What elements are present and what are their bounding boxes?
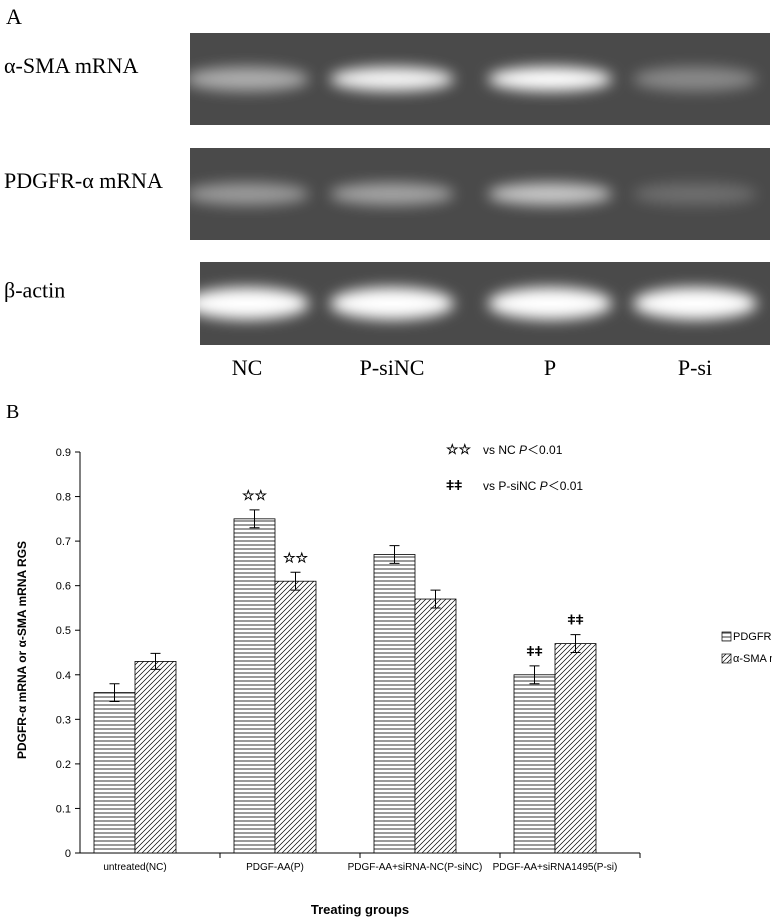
significance-mark: ǂǂ — [526, 643, 542, 659]
y-tick-label: 0.5 — [56, 625, 71, 637]
bar — [134, 661, 177, 854]
lane-label: P-siNC — [360, 355, 425, 380]
legend-swatch — [721, 631, 732, 642]
note-label: vs NC — [483, 443, 519, 457]
x-tick-label: untreated(NC) — [103, 862, 167, 873]
significance-mark: ǂǂ — [567, 612, 583, 628]
significance-mark: ☆☆ — [242, 487, 268, 503]
y-tick-label: 0.6 — [56, 581, 71, 593]
y-tick-label: 0.7 — [56, 536, 71, 548]
y-tick-label: 0.1 — [56, 803, 71, 815]
gel-band — [330, 67, 454, 91]
panel-label: A — [6, 4, 22, 29]
gel-band — [185, 67, 309, 91]
note-symbol: ǂǂ — [446, 477, 462, 493]
gel-band — [633, 67, 757, 91]
gel-band — [633, 287, 757, 320]
y-tick-label: 0.9 — [56, 447, 71, 459]
note-p: P — [519, 443, 527, 457]
y-axis-title: PDGFR-α mRNA or α-SMA mRNA RGS — [15, 541, 29, 759]
y-tick-label: 0.2 — [56, 759, 71, 771]
gel-band — [488, 287, 612, 320]
gel-band — [488, 67, 612, 91]
lane-label: NC — [232, 355, 263, 380]
bar — [414, 598, 457, 854]
lane-label: P-si — [678, 355, 712, 380]
note-text: vs NC P＜0.01 — [483, 443, 563, 457]
x-axis-title: Treating groups — [311, 902, 409, 917]
error-bar — [109, 683, 120, 703]
bar — [274, 580, 317, 854]
bar — [513, 674, 556, 854]
error-bar — [430, 589, 441, 609]
bar — [373, 554, 416, 854]
legend-swatch — [721, 653, 732, 664]
x-tick-label: PDGF-AA+siRNA-NC(P-siNC) — [347, 862, 483, 873]
note-symbol: ☆☆ — [446, 441, 472, 457]
gel-band — [633, 183, 757, 205]
y-tick-label: 0.4 — [56, 670, 71, 682]
row-label: β-actin — [4, 278, 65, 303]
panel-label: B — [6, 401, 19, 423]
note-condition: ＜0.01 — [548, 479, 584, 493]
legend-label: α-SMA mRNA — [733, 653, 772, 665]
note-text: vs P-siNC P＜0.01 — [483, 479, 583, 493]
error-bar — [529, 665, 540, 685]
y-tick-label: 0.3 — [56, 714, 71, 726]
x-tick-label: PDGF-AA+siRNA1495(P-si) — [492, 862, 618, 873]
gel-band — [185, 183, 309, 205]
lane-label: P — [544, 355, 556, 380]
error-bar — [150, 652, 161, 670]
note-label: vs P-siNC — [483, 479, 540, 493]
error-bar — [570, 634, 581, 653]
row-label: α-SMA mRNA — [4, 53, 138, 78]
bar — [93, 692, 136, 854]
error-bar — [249, 509, 260, 529]
significance-mark: ☆☆ — [283, 549, 309, 565]
x-tick-label: PDGF-AA(P) — [246, 862, 304, 873]
bar — [233, 518, 276, 854]
legend-label: PDGFR-α mRNA — [733, 631, 772, 643]
y-tick-label: 0 — [65, 848, 71, 860]
bar — [554, 643, 597, 854]
gel-band — [330, 287, 454, 320]
error-bar — [290, 571, 301, 591]
note-p: P — [540, 479, 548, 493]
row-label: PDGFR-α mRNA — [4, 168, 163, 193]
gel-band — [330, 183, 454, 205]
y-tick-label: 0.8 — [56, 492, 71, 504]
note-condition: ＜0.01 — [527, 443, 563, 457]
error-bar — [389, 545, 400, 564]
gel-band — [488, 183, 612, 205]
gel-band — [185, 287, 309, 320]
